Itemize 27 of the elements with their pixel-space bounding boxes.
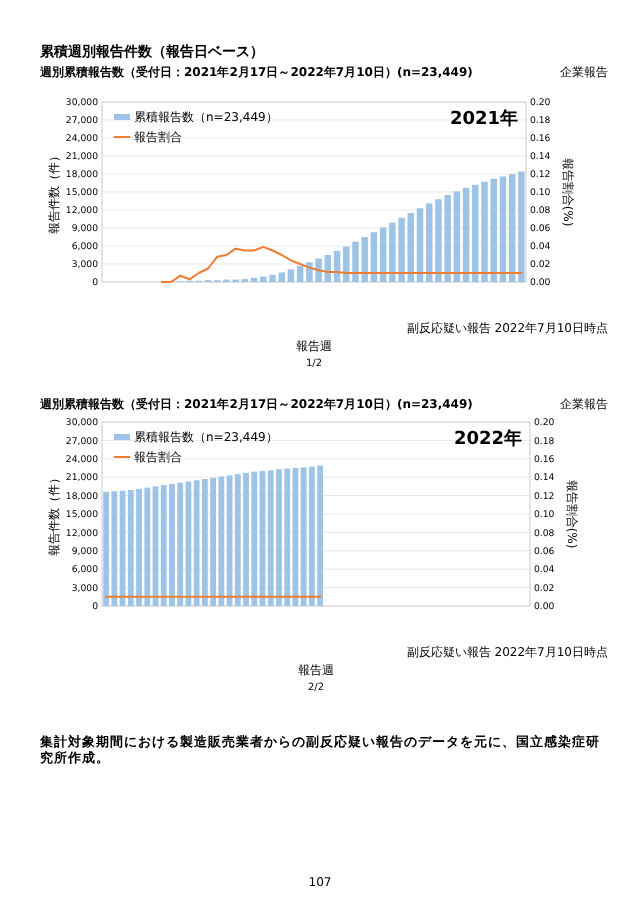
bar: [177, 482, 184, 606]
bar: [317, 465, 323, 606]
bar: [218, 476, 225, 606]
bar: [287, 269, 295, 282]
bar: [284, 468, 291, 606]
bar: [193, 480, 200, 606]
bar: [202, 479, 208, 606]
bar: [276, 469, 282, 606]
annotation: 2022年: [453, 428, 522, 450]
bar: [251, 471, 258, 606]
annotation: 2021年: [449, 108, 518, 130]
bar: [127, 490, 134, 606]
bar: [243, 472, 249, 606]
bar: [300, 467, 307, 606]
bar: [103, 491, 109, 606]
bar: [136, 488, 142, 606]
bar: [309, 466, 315, 606]
bar: [499, 176, 507, 282]
bar: [210, 477, 216, 606]
bar: [111, 491, 118, 606]
bar: [144, 487, 151, 606]
line-series: [160, 245, 523, 283]
bar: [234, 474, 241, 606]
bar: [416, 208, 424, 282]
bar: [160, 485, 167, 606]
bar: [267, 470, 274, 606]
bar: [169, 483, 175, 606]
